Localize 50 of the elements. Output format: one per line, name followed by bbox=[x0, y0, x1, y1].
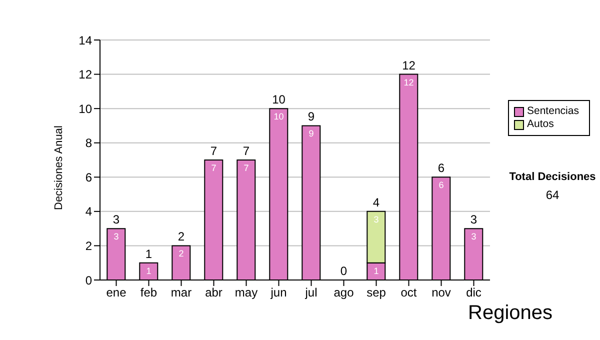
total-label: 10 bbox=[272, 92, 286, 107]
text: Total Decisiones bbox=[508, 171, 597, 183]
data-label: 1 bbox=[374, 266, 379, 276]
x-tick-label: sep bbox=[366, 286, 386, 300]
text: 64 bbox=[544, 188, 560, 202]
x-tick-label: ene bbox=[106, 286, 127, 300]
y-tick-label: 12 bbox=[78, 68, 92, 82]
legend-label: Autos bbox=[527, 118, 554, 131]
y-tick-label: 10 bbox=[78, 102, 92, 116]
data-label: 1 bbox=[146, 266, 152, 276]
x-tick-label: jul bbox=[304, 286, 318, 300]
x-tick-label: ago bbox=[334, 286, 354, 300]
total-label: 3 bbox=[112, 212, 120, 227]
total-label: 3 bbox=[470, 212, 478, 227]
total-label: 2 bbox=[178, 230, 185, 244]
x-tick-label: feb bbox=[140, 286, 158, 300]
y-axis-title: Decisiones Anual bbox=[52, 126, 65, 210]
y-tick-label: 2 bbox=[85, 238, 92, 253]
x-tick-label: jun bbox=[270, 286, 287, 300]
data-label: 2 bbox=[178, 248, 184, 259]
text: Regiones bbox=[468, 302, 553, 325]
x-tick-label: abr bbox=[205, 286, 222, 300]
data-label: 3 bbox=[471, 232, 476, 242]
x-tick-label: oct bbox=[400, 286, 418, 300]
total-label: 0 bbox=[340, 264, 348, 278]
x-tick-label: may bbox=[234, 286, 258, 300]
y-tick-label: 4 bbox=[85, 204, 92, 219]
x-tick-label: nov bbox=[432, 286, 451, 300]
data-label: 7 bbox=[244, 163, 249, 173]
x-tick-label: mar bbox=[170, 286, 192, 300]
legend-label: Sentencias bbox=[527, 105, 579, 118]
y-tick-label: 14 bbox=[78, 33, 92, 48]
total-label: 7 bbox=[210, 144, 218, 158]
data-label: 3 bbox=[114, 232, 119, 242]
data-label: 12 bbox=[404, 77, 414, 88]
total-label: 9 bbox=[308, 110, 315, 124]
total-label: 12 bbox=[402, 58, 416, 72]
data-label: 7 bbox=[211, 163, 216, 173]
data-label: 6 bbox=[438, 180, 444, 190]
total-label: 4 bbox=[372, 195, 380, 210]
data-label: 3 bbox=[374, 214, 379, 224]
total-label: 6 bbox=[438, 161, 445, 176]
data-label: 10 bbox=[274, 112, 284, 122]
y-tick-label: 8 bbox=[85, 136, 92, 150]
x-tick-label: dic bbox=[466, 286, 482, 300]
data-label: 9 bbox=[308, 128, 314, 139]
total-label: 1 bbox=[145, 246, 152, 261]
y-tick-label: 0 bbox=[85, 273, 92, 288]
total-label: 7 bbox=[242, 144, 250, 158]
y-tick-label: 6 bbox=[85, 170, 92, 184]
